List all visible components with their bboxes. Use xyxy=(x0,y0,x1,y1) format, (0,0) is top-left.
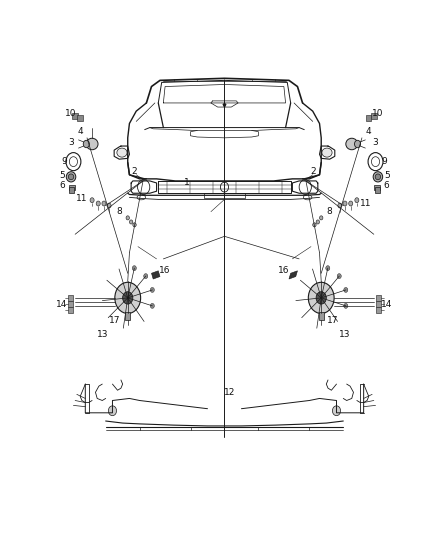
Text: 16: 16 xyxy=(278,266,290,275)
Text: 13: 13 xyxy=(339,330,351,340)
Circle shape xyxy=(132,265,136,271)
Circle shape xyxy=(96,201,100,206)
Circle shape xyxy=(349,201,353,206)
Circle shape xyxy=(102,201,106,206)
Circle shape xyxy=(344,287,348,293)
Text: 8: 8 xyxy=(327,207,332,216)
Circle shape xyxy=(123,292,133,304)
Ellipse shape xyxy=(68,174,74,180)
Text: 5: 5 xyxy=(384,171,390,180)
Circle shape xyxy=(313,223,316,227)
Text: 2: 2 xyxy=(310,167,315,176)
Circle shape xyxy=(144,273,148,279)
Circle shape xyxy=(343,201,347,206)
Polygon shape xyxy=(68,301,73,307)
Text: 1: 1 xyxy=(184,179,190,188)
Text: 5: 5 xyxy=(59,171,65,180)
Circle shape xyxy=(107,203,111,208)
Ellipse shape xyxy=(354,140,360,148)
Text: 3: 3 xyxy=(373,138,378,147)
Text: 14: 14 xyxy=(56,300,67,309)
Polygon shape xyxy=(68,295,73,301)
Polygon shape xyxy=(318,312,324,320)
Text: 4: 4 xyxy=(366,127,371,136)
Polygon shape xyxy=(125,312,131,320)
Circle shape xyxy=(115,282,141,313)
Text: 9: 9 xyxy=(61,157,67,166)
Circle shape xyxy=(150,303,154,308)
Text: 16: 16 xyxy=(159,266,171,275)
Polygon shape xyxy=(78,115,83,120)
Text: 11: 11 xyxy=(75,194,87,203)
Circle shape xyxy=(108,406,117,416)
Circle shape xyxy=(338,203,342,208)
Text: 9: 9 xyxy=(381,157,387,166)
Text: 2: 2 xyxy=(132,167,138,176)
Ellipse shape xyxy=(86,138,98,150)
Text: 13: 13 xyxy=(96,330,108,340)
Text: 3: 3 xyxy=(68,138,74,147)
Polygon shape xyxy=(376,301,381,307)
Circle shape xyxy=(316,220,320,224)
Polygon shape xyxy=(152,271,160,279)
Text: 17: 17 xyxy=(110,316,121,325)
Ellipse shape xyxy=(322,148,332,157)
Circle shape xyxy=(150,287,154,293)
Circle shape xyxy=(337,273,341,279)
Polygon shape xyxy=(68,308,73,313)
Circle shape xyxy=(308,282,334,313)
Circle shape xyxy=(344,303,348,308)
Text: 4: 4 xyxy=(78,127,83,136)
Ellipse shape xyxy=(83,140,89,148)
Ellipse shape xyxy=(66,172,76,182)
Polygon shape xyxy=(289,271,297,279)
Circle shape xyxy=(320,216,323,220)
Text: 12: 12 xyxy=(224,388,235,397)
Circle shape xyxy=(332,406,341,416)
Polygon shape xyxy=(376,295,381,301)
Ellipse shape xyxy=(346,138,358,150)
Circle shape xyxy=(133,223,136,227)
Circle shape xyxy=(355,198,359,203)
Polygon shape xyxy=(69,185,75,190)
Polygon shape xyxy=(374,185,380,190)
Circle shape xyxy=(90,198,94,203)
Ellipse shape xyxy=(117,148,127,157)
Polygon shape xyxy=(375,187,380,193)
Text: 10: 10 xyxy=(65,109,77,118)
Text: 14: 14 xyxy=(381,300,392,309)
Text: 6: 6 xyxy=(59,181,65,190)
Text: 8: 8 xyxy=(117,207,122,216)
Circle shape xyxy=(126,216,130,220)
Circle shape xyxy=(316,292,326,304)
Polygon shape xyxy=(376,308,381,313)
Ellipse shape xyxy=(373,172,383,182)
Text: 11: 11 xyxy=(360,199,371,208)
Polygon shape xyxy=(371,113,377,118)
Polygon shape xyxy=(69,187,74,193)
Circle shape xyxy=(129,220,133,224)
Polygon shape xyxy=(366,115,371,120)
Polygon shape xyxy=(72,113,78,118)
Text: 10: 10 xyxy=(372,109,384,118)
Ellipse shape xyxy=(375,174,381,180)
Text: 17: 17 xyxy=(327,316,339,325)
Circle shape xyxy=(326,265,330,271)
Text: 6: 6 xyxy=(384,181,390,190)
